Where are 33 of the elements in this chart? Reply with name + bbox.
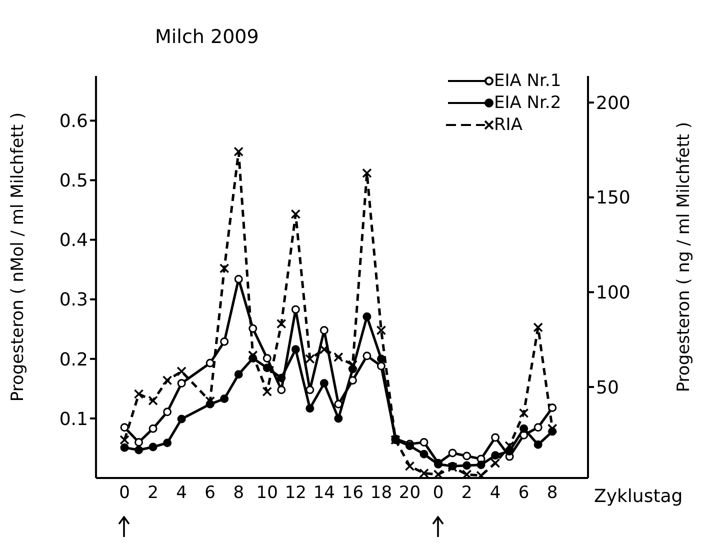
y2-tick-label: 150 [596, 188, 630, 209]
x-tick-label: 4 [490, 483, 501, 504]
x-tick-label: 16 [342, 483, 364, 504]
y-tick-label: 0.4 [59, 230, 88, 252]
y-axis-title: Progesteron ( nMol / ml Milchfett ) [8, 112, 28, 402]
y2-tick-label: 100 [596, 282, 630, 304]
x-tick-label: 8 [233, 483, 244, 504]
x-tick-label: 8 [546, 483, 558, 504]
chart-title: Milch 2009 [155, 26, 259, 48]
x-tick-label: 4 [176, 483, 187, 504]
legend-label: RIA [494, 114, 522, 136]
x-tick-label: 10 [256, 483, 278, 504]
y-tick-label: 0.5 [59, 170, 88, 192]
x-axis-title: Zyklustag [594, 486, 683, 507]
y-tick-label: 0.2 [59, 349, 88, 370]
x-tick-label: 0 [119, 483, 130, 504]
y-tick-label: 0.1 [59, 408, 88, 430]
y2-tick-label: 200 [596, 92, 630, 114]
x-tick-label: 2 [148, 483, 158, 504]
x-tick-label: 2 [461, 483, 472, 504]
x-tick-label: 18 [370, 483, 392, 504]
x-tick-label: 20 [398, 483, 421, 504]
y-tick-label: 0.3 [59, 290, 88, 311]
y2-tick-label: 50 [596, 377, 619, 398]
x-tick-label: 14 [313, 483, 335, 504]
legend-label: EIA Nr.2 [494, 92, 562, 114]
x-tick-label: 6 [518, 483, 530, 504]
y-tick-label: 0.6 [59, 111, 88, 132]
x-tick-label: 6 [204, 483, 216, 504]
x-tick-label: 12 [284, 483, 306, 504]
x-tick-label: 0 [432, 483, 444, 504]
y2-axis-title: Progesteron ( ng / ml Milchfett ) [674, 122, 694, 392]
legend-label: EIA Nr.1 [494, 70, 562, 92]
